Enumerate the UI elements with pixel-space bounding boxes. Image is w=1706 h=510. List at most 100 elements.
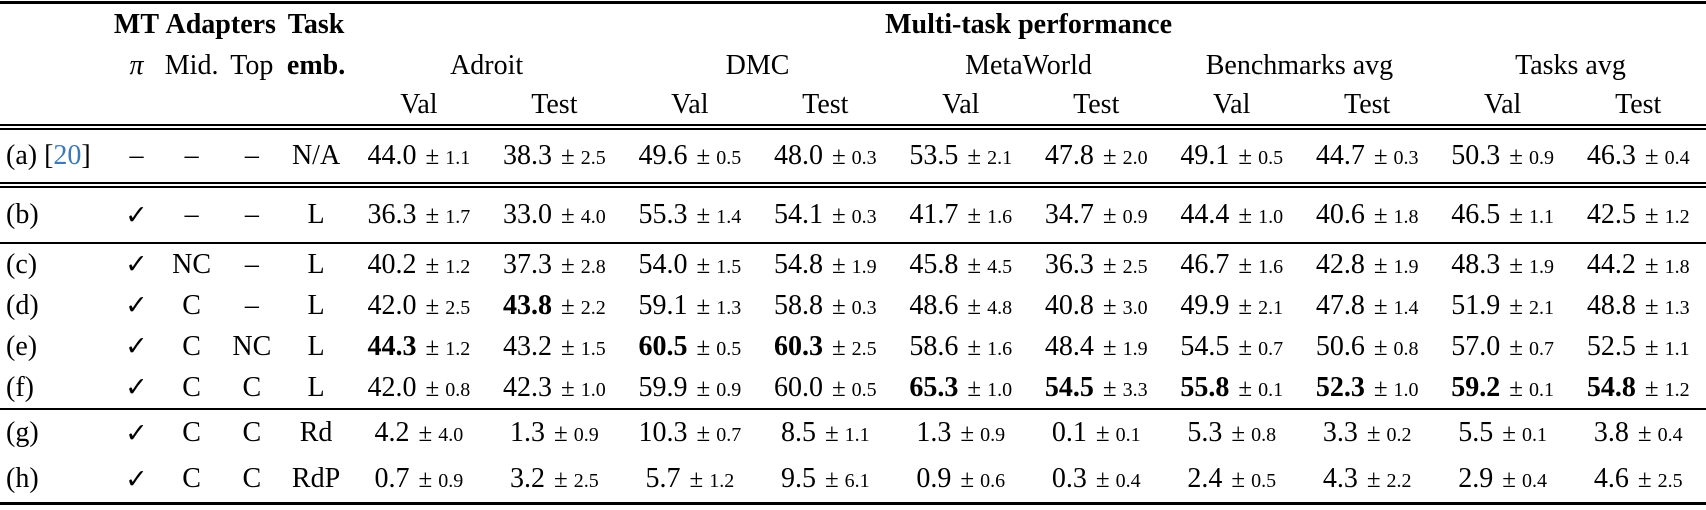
metric-mean: 52.3 (1315, 371, 1365, 403)
row-label-text: (h) (6, 463, 39, 494)
adapter-top-cell: – (244, 140, 259, 171)
metric-mean: 1.3 (916, 417, 952, 448)
row-label-text: ] (81, 140, 91, 171)
metric-cell: 48.3 ±1.9 (1434, 242, 1571, 285)
plus-minus-sign: ± (1373, 251, 1388, 279)
header-group-row: MT Adapters Task Multi-task performance (0, 3, 1706, 47)
mt-policy-cell: ✓ (125, 331, 148, 361)
plus-minus-sign: ± (1509, 143, 1524, 170)
plus-minus-sign: ± (1102, 202, 1117, 229)
metric-cell: 41.7 ±1.6 (893, 182, 1029, 243)
plus-minus-sign: ± (425, 292, 440, 320)
header-empty-cell (0, 46, 112, 86)
plus-minus-sign: ± (1238, 251, 1253, 279)
metric-std: 1.0 (1258, 206, 1284, 228)
metric-std: 2.5 (1657, 470, 1683, 492)
metric-std: 1.9 (1122, 337, 1148, 360)
metric-mean: 65.3 (909, 371, 959, 403)
plus-minus-sign: ± (425, 251, 440, 279)
metric-mean: 10.3 (638, 417, 688, 448)
metric-cell: 42.8 ±1.9 (1299, 242, 1435, 285)
metric-mean: 45.8 (909, 248, 959, 280)
table-row: (g) ✓ C C Rd 4.2 ±4.0 1.3 ±0.9 10.3 ±0.7 8.5 ±1.1 1.3… (0, 408, 1706, 456)
metric-cell: 1.3 ±0.9 (486, 408, 623, 456)
metric-cell: 43.2 ±1.5 (487, 326, 622, 367)
metric-mean: 4.3 (1322, 463, 1358, 494)
plus-minus-sign: ± (561, 292, 575, 320)
metric-cell: 54.8 ±1.9 (757, 242, 894, 285)
metric-mean: 50.6 (1315, 330, 1365, 362)
plus-minus-sign: ± (561, 374, 575, 402)
metric-std: 1.6 (1258, 255, 1284, 278)
metric-std: 4.5 (987, 255, 1013, 278)
metric-std: 0.7 (1529, 337, 1555, 360)
metric-mean: 54.1 (773, 199, 823, 230)
adapter-mid-cell: – (184, 140, 199, 171)
plus-minus-sign: ± (824, 420, 839, 447)
plus-minus-sign: ± (696, 202, 711, 229)
metric-std: 1.0 (987, 378, 1013, 401)
metric-std: 1.2 (709, 470, 735, 492)
plus-minus-sign: ± (1644, 374, 1659, 402)
plus-minus-sign: ± (561, 202, 575, 229)
table-row: (f) ✓ C C L 42.0 ±0.8 42.3 ±1.0 59.9 ±0.9 60.0 ±0.5 6… (0, 367, 1706, 409)
header-valtest-row: Val Test Val Test Val Test Val Test Val … (0, 86, 1706, 130)
plus-minus-sign: ± (1102, 374, 1117, 402)
metric-std: 0.4 (1657, 424, 1683, 446)
metric-cell: 60.5 ±0.5 (622, 326, 757, 367)
header-benchmark-adroit: Adroit (450, 50, 524, 81)
metric-cell: 36.3 ±1.7 (351, 182, 487, 243)
metric-std: 0.5 (851, 378, 877, 401)
plus-minus-sign: ± (1095, 420, 1110, 447)
plus-minus-sign: ± (1502, 420, 1517, 447)
header-test: Test (1570, 86, 1706, 130)
adapter-mid-cell: C (182, 371, 201, 403)
citation-link[interactable]: 20 (53, 140, 82, 171)
metric-mean: 46.7 (1180, 248, 1230, 280)
metric-std: 1.6 (987, 337, 1013, 360)
task-emb-cell: RdP (291, 463, 341, 494)
plus-minus-sign: ± (1644, 251, 1659, 279)
metric-std: 0.3 (851, 147, 877, 169)
metric-mean: 42.5 (1586, 199, 1636, 230)
metric-cell: 54.1 ±0.3 (757, 182, 894, 243)
metric-cell: 44.0 ±1.1 (351, 127, 486, 185)
metric-cell: 33.0 ±4.0 (486, 182, 623, 243)
mt-policy-cell: ✓ (112, 408, 161, 456)
metric-mean: 48.6 (909, 289, 959, 321)
metric-std: 1.9 (851, 255, 877, 278)
metric-std: 0.4 (1115, 470, 1141, 492)
task-emb-cell: N/A (291, 140, 341, 171)
adapter-top-cell: – (222, 242, 281, 285)
metric-mean: 60.3 (773, 330, 823, 362)
metric-cell: 2.9 ±0.4 (1435, 456, 1570, 504)
metric-std: 2.2 (1386, 470, 1412, 492)
metric-mean: 54.5 (1044, 371, 1094, 403)
metric-std: 0.9 (1529, 147, 1555, 169)
table-body: (a) [20] – – – N/A 44.0 ±1.1 38.3 ±2.5 49.6 ±0.5 48… (0, 127, 1706, 504)
row-label: (a) [20] (0, 127, 112, 185)
row-label: (e) (0, 326, 112, 367)
plus-minus-sign: ± (425, 374, 440, 402)
header-val: Val (351, 86, 487, 130)
metric-std: 1.9 (1529, 255, 1555, 278)
metric-cell: 34.7 ±0.9 (1028, 182, 1164, 243)
metric-mean: 36.3 (1044, 248, 1094, 280)
metric-cell: 36.3 ±2.5 (1028, 242, 1164, 285)
metric-cell: 1.3 ±0.9 (893, 408, 1029, 456)
metric-std: 3.0 (1122, 296, 1148, 319)
plus-minus-sign: ± (1238, 292, 1253, 320)
metric-cell: 0.1 ±0.1 (1028, 408, 1164, 456)
header-emb: emb. (286, 50, 346, 81)
metric-mean: 42.8 (1315, 248, 1365, 280)
adapter-top-cell: C (242, 371, 262, 403)
plus-minus-sign: ± (831, 143, 846, 170)
header-benchmarks-avg: Benchmarks avg (1205, 50, 1394, 81)
metric-mean: 51.9 (1451, 289, 1501, 321)
metric-std: 1.2 (1664, 206, 1690, 228)
metric-cell: 59.2 ±0.1 (1435, 367, 1570, 409)
metric-cell: 58.6 ±1.6 (893, 326, 1028, 367)
plus-minus-sign: ± (1644, 143, 1659, 170)
row-label-text: (f) (6, 371, 34, 403)
metric-std: 0.3 (851, 206, 877, 228)
